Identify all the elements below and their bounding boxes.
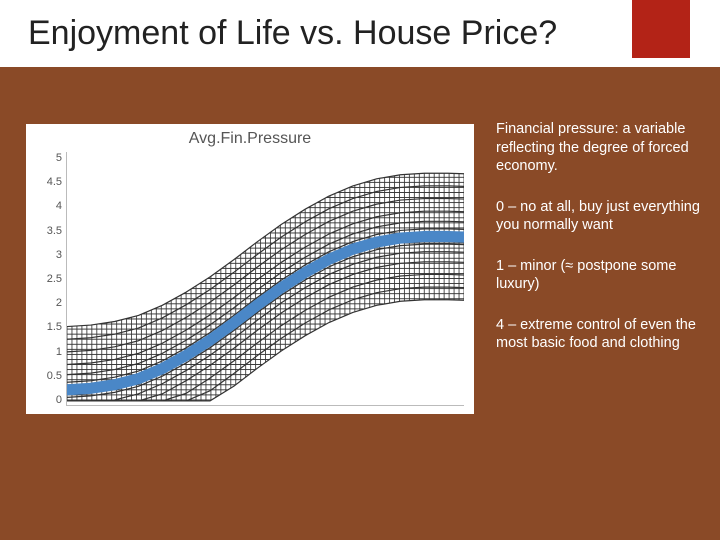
y-tick-label: 5 [56, 152, 62, 164]
chart-title: Avg.Fin.Pressure [36, 130, 464, 148]
y-tick-label: 4.5 [47, 176, 62, 188]
y-tick-label: 3.5 [47, 225, 62, 237]
plot-area [66, 152, 464, 406]
y-tick-label: 4 [56, 200, 62, 212]
chart-svg [67, 152, 464, 405]
sidebar-text: Financial pressure: a variable reflectin… [474, 118, 720, 540]
y-tick-label: 1.5 [47, 321, 62, 333]
sidebar-paragraph: 1 – minor (≈ postpone some luxury) [496, 257, 700, 294]
chart-body: 5 4.5 4 3.5 3 2.5 2 1.5 1 0.5 0 [36, 152, 464, 406]
content-area: Avg.Fin.Pressure 5 4.5 4 3.5 3 2.5 2 1.5 1 0.5 0 F… [0, 118, 720, 540]
slide-header: Enjoyment of Life vs. House Price? [0, 0, 720, 67]
y-tick-label: 2.5 [47, 273, 62, 285]
sidebar-paragraph: 0 – no at all, buy just everything you n… [496, 198, 700, 235]
sidebar-paragraph: Financial pressure: a variable reflectin… [496, 120, 700, 176]
chart-panel: Avg.Fin.Pressure 5 4.5 4 3.5 3 2.5 2 1.5 1 0.5 0 [26, 124, 474, 414]
sidebar-paragraph: 4 – extreme control of even the most bas… [496, 316, 700, 353]
accent-block [632, 0, 690, 58]
y-tick-label: 2 [56, 297, 62, 309]
y-axis: 5 4.5 4 3.5 3 2.5 2 1.5 1 0.5 0 [36, 152, 66, 406]
y-tick-label: 0.5 [47, 370, 62, 382]
y-tick-label: 1 [56, 346, 62, 358]
y-tick-label: 3 [56, 249, 62, 261]
y-tick-label: 0 [56, 394, 62, 406]
slide-title: Enjoyment of Life vs. House Price? [28, 14, 698, 53]
